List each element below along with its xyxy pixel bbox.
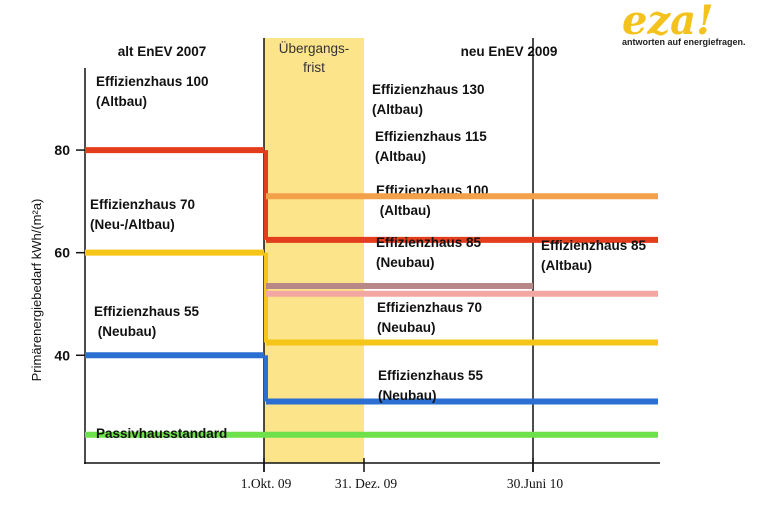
series-label-8: Effizienzhaus 55 (Neubau) [94, 304, 200, 339]
series-label-2: Effizienzhaus 100 (Altbau) [376, 183, 489, 218]
series-label-1: Effizienzhaus 130 (Altbau) [372, 82, 485, 117]
header-alt-enev-2007: alt EnEV 2007 [118, 44, 207, 59]
y-tick-label-40: 40 [54, 347, 70, 363]
x-tick-label-2: 30.Juni 10 [507, 476, 564, 491]
series-label-3: Effizienzhaus 115 (Altbau) [375, 129, 487, 164]
axis-ticks: 40 60 80 1.Okt. 09 31. Dez. 09 30.Juni 10 [54, 142, 563, 491]
y-axis-label: Primärenergiebedarf kWh/(m²a) [29, 199, 44, 382]
series-label-5: Effizienzhaus 70 (Neubau) [377, 300, 482, 335]
y-tick-label-60: 60 [54, 245, 70, 261]
transition-period-label: Übergangs-frist [279, 41, 350, 75]
transition-period-band [264, 38, 364, 463]
x-tick-label-0: 1.Okt. 09 [241, 476, 292, 491]
series-label-9: Effizienzhaus 55 (Neubau) [378, 368, 484, 403]
series-label-0: Effizienzhaus 100 (Altbau) [96, 74, 209, 109]
series-label-4: Effizienzhaus 70 (Neu-/Altbau) [90, 197, 195, 232]
header-neu-enev-2009: neu EnEV 2009 [461, 44, 558, 59]
svg-text:antworten auf energiefragen.: antworten auf energiefragen. [622, 37, 746, 47]
series-label-6: Effizienzhaus 85 (Neubau) [376, 235, 482, 270]
x-tick-label-1: 31. Dez. 09 [335, 476, 397, 491]
eza-logo: eza! antworten auf energiefragen. [622, 0, 746, 47]
svg-text:eza!: eza! [622, 0, 714, 44]
series-label-7: Effizienzhaus 85 (Altbau) [541, 238, 647, 273]
chart-marks: Effizienzhaus 100 (Altbau) Effizienzhaus 1… [85, 74, 658, 441]
series-label-10: Passivhausstandard [96, 426, 227, 441]
y-tick-label-80: 80 [54, 142, 70, 158]
